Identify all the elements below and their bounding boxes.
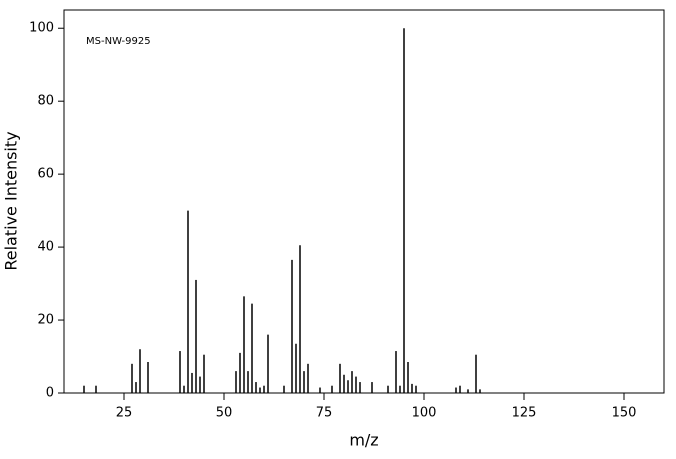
x-tick-label: 100	[412, 406, 437, 421]
x-tick-label: 75	[316, 406, 333, 421]
plot-frame	[63, 9, 665, 394]
y-tick-label: 40	[37, 240, 54, 255]
y-tick-label: 0	[46, 386, 54, 401]
x-tick-label: 50	[216, 406, 233, 421]
x-tick-label: 25	[116, 406, 133, 421]
y-tick-label: 60	[37, 167, 54, 182]
y-axis-label: Relative Intensity	[2, 131, 21, 270]
y-tick-label: 100	[29, 21, 54, 36]
annotation: MS-NW-9925	[86, 36, 151, 47]
x-tick-label: 125	[512, 406, 537, 421]
y-tick-label: 20	[37, 313, 54, 328]
x-tick-label: 150	[612, 406, 637, 421]
y-tick-label: 80	[37, 94, 54, 109]
x-axis-label: m/z	[349, 431, 378, 450]
